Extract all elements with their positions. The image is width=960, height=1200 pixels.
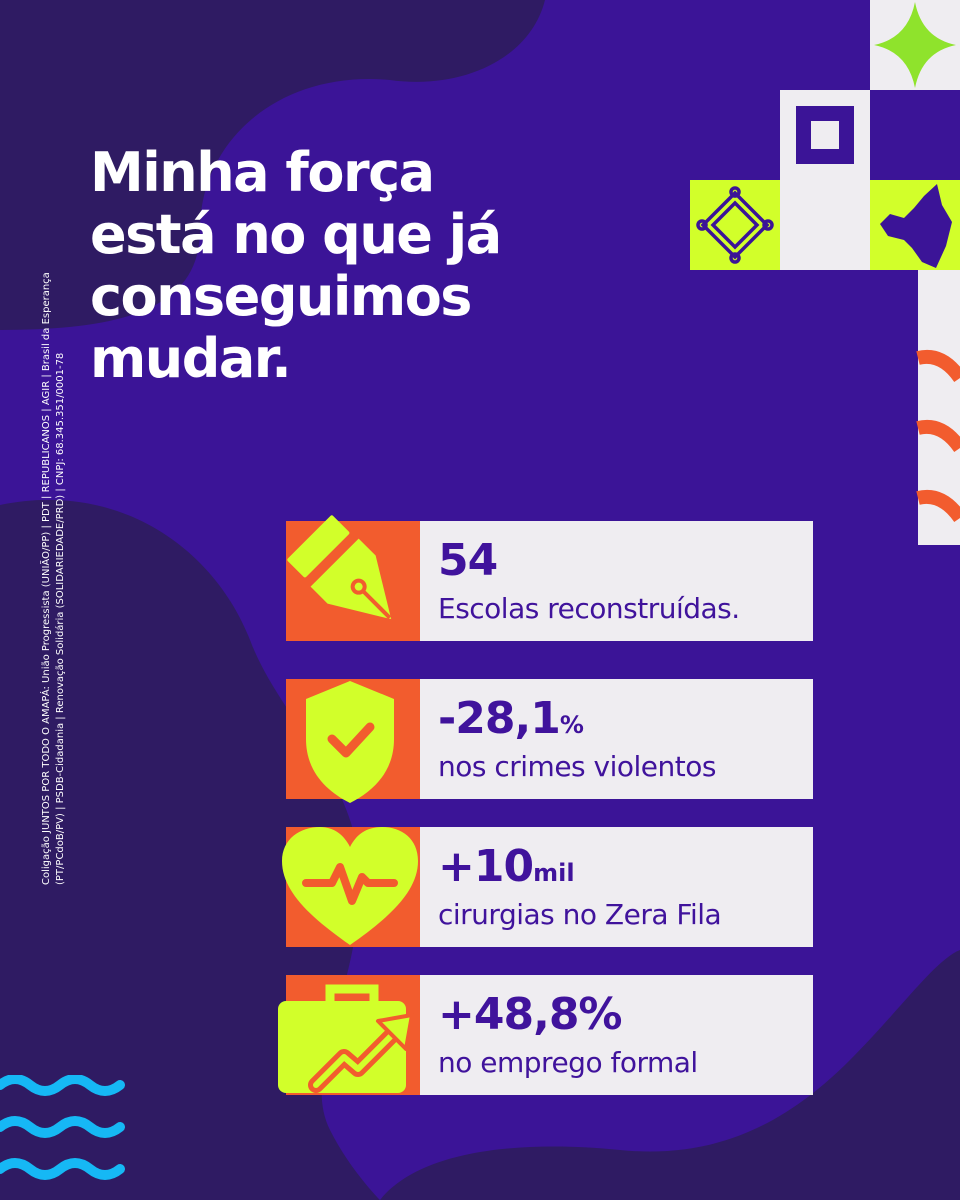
headline-line-1: Minha força [90, 141, 435, 204]
headline-line-2: está no que já [90, 203, 502, 266]
stat-value: +10mil [438, 841, 575, 892]
stat-card-schools: 54 Escolas reconstruídas. [286, 515, 813, 641]
headline: Minha força está no que já conseguimos m… [90, 142, 530, 390]
stat-card-crimes: -28,1% nos crimes violentos [286, 679, 813, 803]
headline-line-3: conseguimos [90, 265, 472, 328]
sparkle-icon [874, 2, 956, 88]
stat-card-employment: +48,8% no emprego formal [278, 975, 813, 1095]
pattern-tile [780, 180, 870, 270]
legal-line-1: Coligação JUNTOS POR TODO O AMAPÁ: União… [41, 272, 52, 885]
pattern-tile [811, 121, 839, 149]
stat-value: -28,1% [438, 693, 584, 744]
stat-icon-panel [286, 679, 420, 803]
stat-card-surgeries: +10mil cirurgias no Zera Fila [282, 827, 813, 947]
stat-icon-panel [282, 827, 420, 947]
orange-wave-icon [916, 350, 960, 523]
stat-icon-panel [278, 975, 420, 1095]
dark-blob-top-left [0, 0, 545, 330]
shield-check-icon [306, 681, 394, 803]
stat-label: no emprego formal [438, 1046, 698, 1079]
stat-value: +48,8% [438, 989, 623, 1040]
heart-pulse-icon [282, 827, 418, 945]
legal-disclaimer: Coligação JUNTOS POR TODO O AMAPÁ: União… [40, 272, 68, 885]
cyan-wave-icon [0, 1075, 125, 1180]
stat-icon-panel [286, 515, 420, 641]
stat-text-panel: +48,8% no emprego formal [420, 975, 813, 1095]
stat-text-panel: -28,1% nos crimes violentos [420, 679, 813, 799]
dark-blob-bottom [380, 950, 960, 1200]
stat-text-panel: +10mil cirurgias no Zera Fila [420, 827, 813, 947]
diamond-ornament-icon [696, 186, 774, 264]
decorative-pattern-column [690, 0, 960, 545]
amapa-map-icon [880, 184, 952, 268]
stat-text-panel: 54 Escolas reconstruídas. [420, 521, 813, 641]
legal-line-2: (PT/PCdoB/PV) | PSDB-Cidadania | Renovaç… [55, 352, 66, 885]
briefcase-growth-icon [278, 984, 414, 1093]
stat-label: cirurgias no Zera Fila [438, 898, 722, 931]
stat-label: nos crimes violentos [438, 750, 716, 783]
headline-line-4: mudar. [90, 327, 292, 390]
stat-value: 54 [438, 535, 498, 586]
fountain-pen-icon [287, 515, 392, 620]
stat-label: Escolas reconstruídas. [438, 592, 740, 625]
